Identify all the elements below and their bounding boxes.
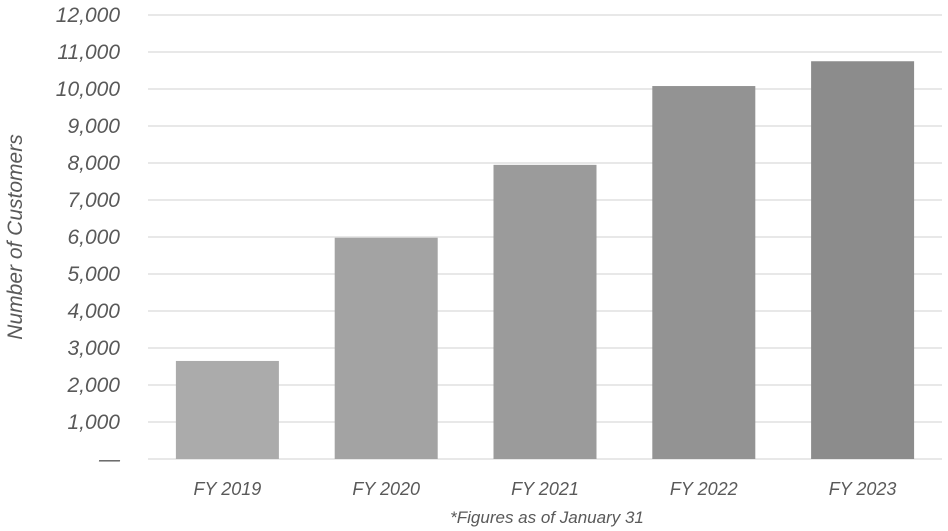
footnote: *Figures as of January 31 (450, 508, 644, 527)
x-tick-label: FY 2019 (194, 479, 262, 499)
y-tick-label: 5,000 (67, 263, 120, 286)
y-tick-label: 10,000 (56, 78, 121, 101)
bar (811, 61, 915, 459)
bar (493, 164, 597, 459)
y-tick-label: 9,000 (67, 115, 120, 138)
y-axis-title: Number of Customers (4, 134, 27, 340)
x-tick-label: FY 2020 (352, 479, 420, 499)
y-axis-tick-labels: — 1,000 2,000 3,000 4,000 5,000 6,000 7,000 8,00… (56, 4, 121, 471)
y-tick-label: 7,000 (67, 189, 120, 212)
bar (652, 86, 756, 459)
y-tick-label: 11,000 (57, 41, 120, 64)
bars (175, 61, 915, 459)
x-tick-label: FY 2022 (670, 479, 738, 499)
y-tick-label: 3,000 (67, 337, 120, 360)
y-tick-label: 8,000 (67, 152, 120, 175)
y-tick-label: 1,000 (67, 411, 120, 434)
y-tick-label: 2,000 (66, 374, 120, 397)
x-axis-tick-labels: FY 2019 FY 2020 FY 2021 FY 2022 FY 2023 (194, 479, 897, 499)
y-tick-label: 12,000 (56, 4, 121, 27)
y-tick-label: — (98, 448, 121, 471)
bar (334, 237, 438, 459)
y-tick-label: 6,000 (67, 226, 120, 249)
x-tick-label: FY 2021 (511, 479, 579, 499)
bar (175, 360, 279, 459)
y-tick-label: 4,000 (67, 300, 120, 323)
x-tick-label: FY 2023 (829, 479, 897, 499)
